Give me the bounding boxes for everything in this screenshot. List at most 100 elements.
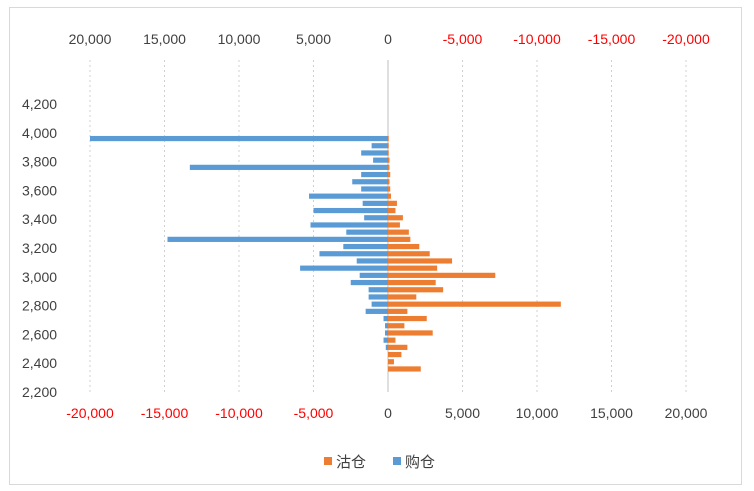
bar-buy: [385, 323, 388, 329]
bar-buy: [361, 171, 388, 178]
bar-sell: [388, 171, 391, 178]
bar-sell: [388, 287, 444, 293]
y-tick-label: 2,800: [22, 298, 57, 314]
bar-buy: [385, 344, 388, 350]
y-tick-label: 2,600: [22, 326, 57, 342]
bar-sell: [388, 279, 436, 286]
bar-sell: [388, 315, 427, 322]
x-tick-label-top: 15,000: [143, 31, 186, 47]
bar-sell: [388, 251, 430, 257]
bar-sell: [388, 301, 561, 307]
bar-sell: [388, 135, 389, 142]
bars: [90, 135, 561, 372]
grid-lines: [89, 60, 687, 392]
bar-buy: [350, 279, 388, 286]
y-tick-label: 3,200: [22, 240, 57, 256]
x-tick-label-bottom: 5,000: [445, 405, 480, 421]
bar-buy: [364, 215, 388, 221]
bar-sell: [388, 179, 390, 185]
bar-buy: [352, 179, 388, 185]
y-tick-label: 3,400: [22, 211, 57, 227]
bar-sell: [388, 236, 411, 242]
bar-buy: [365, 308, 388, 314]
legend-label-buy: 购仓: [405, 453, 435, 471]
bar-buy: [371, 301, 388, 307]
x-tick-label-top: -15,000: [588, 31, 636, 47]
bar-sell: [388, 330, 433, 336]
bar-buy: [310, 222, 388, 228]
y-tick-label: 4,000: [22, 125, 57, 141]
legend-swatch-buy: [393, 457, 401, 465]
bar-buy: [189, 164, 388, 170]
x-tick-label-bottom: 10,000: [516, 405, 559, 421]
bar-buy: [371, 143, 388, 149]
x-tick-label-top: 20,000: [69, 31, 112, 47]
bar-sell: [388, 351, 402, 358]
bar-sell: [388, 272, 496, 278]
bar-sell: [388, 308, 408, 314]
y-tick-label: 2,400: [22, 355, 57, 371]
bar-buy: [361, 150, 388, 156]
bar-sell: [388, 294, 417, 300]
bar-sell: [388, 222, 400, 228]
bar-sell: [388, 243, 420, 250]
bar-buy: [300, 265, 388, 271]
x-tick-label-top: -5,000: [443, 31, 483, 47]
x-tick-label-bottom: -15,000: [141, 405, 189, 421]
x-tick-label-bottom: -10,000: [215, 405, 263, 421]
x-tick-label-bottom: 15,000: [590, 405, 633, 421]
bar-buy: [309, 193, 388, 199]
bar-sell: [388, 164, 390, 170]
bar-buy: [346, 229, 388, 235]
x-tick-label-bottom: -20,000: [66, 405, 114, 421]
bar-sell: [388, 265, 438, 271]
bar-buy: [383, 315, 388, 322]
bar-sell: [388, 200, 397, 206]
legend-label-sell: 沽仓: [336, 453, 366, 471]
bar-buy: [383, 337, 388, 343]
x-tick-label-top: 0: [384, 31, 392, 47]
x-tick-label-top: -20,000: [662, 31, 710, 47]
bar-sell: [388, 258, 453, 264]
bar-sell: [388, 215, 403, 221]
bar-buy: [385, 330, 388, 336]
bar-sell: [388, 344, 408, 350]
bar-sell: [388, 229, 409, 235]
x-tick-label-bottom: 20,000: [665, 405, 708, 421]
bar-buy: [319, 251, 388, 257]
bar-buy: [368, 287, 388, 293]
legend: 沽仓 购仓: [324, 453, 435, 471]
x-tick-label-top: 5,000: [296, 31, 331, 47]
bar-buy: [356, 258, 388, 264]
bar-buy: [359, 272, 388, 278]
x-tick-label-bottom: 0: [384, 405, 392, 421]
bar-sell: [388, 143, 389, 149]
bar-buy: [362, 200, 388, 206]
x-tick-label-top: 10,000: [218, 31, 261, 47]
y-tick-label: 3,800: [22, 154, 57, 170]
bar-sell: [388, 337, 396, 343]
bar-buy: [167, 236, 388, 242]
bar-sell: [388, 150, 389, 156]
y-tick-label: 2,200: [22, 384, 57, 400]
bar-sell: [388, 193, 391, 199]
bar-sell: [388, 359, 394, 365]
x-tick-label-bottom: -5,000: [294, 405, 334, 421]
y-tick-label: 3,600: [22, 182, 57, 198]
x-tick-label-top: -10,000: [513, 31, 561, 47]
bar-sell: [388, 186, 391, 192]
chart-frame: [9, 7, 742, 485]
bar-sell: [388, 366, 421, 372]
bar-sell: [388, 323, 405, 329]
tick-labels: 2,200 2,400 2,600 2,800 3,000 3,200 3,400 3,600…: [22, 31, 710, 421]
bar-sell: [388, 157, 390, 163]
bar-buy: [90, 135, 388, 142]
bar-buy: [361, 186, 388, 192]
legend-swatch-sell: [324, 457, 332, 465]
y-tick-label: 4,200: [22, 96, 57, 112]
bar-buy: [373, 157, 388, 163]
y-tick-label: 3,000: [22, 269, 57, 285]
bar-sell: [388, 207, 396, 214]
bar-buy: [368, 294, 388, 300]
bar-buy: [343, 243, 388, 250]
